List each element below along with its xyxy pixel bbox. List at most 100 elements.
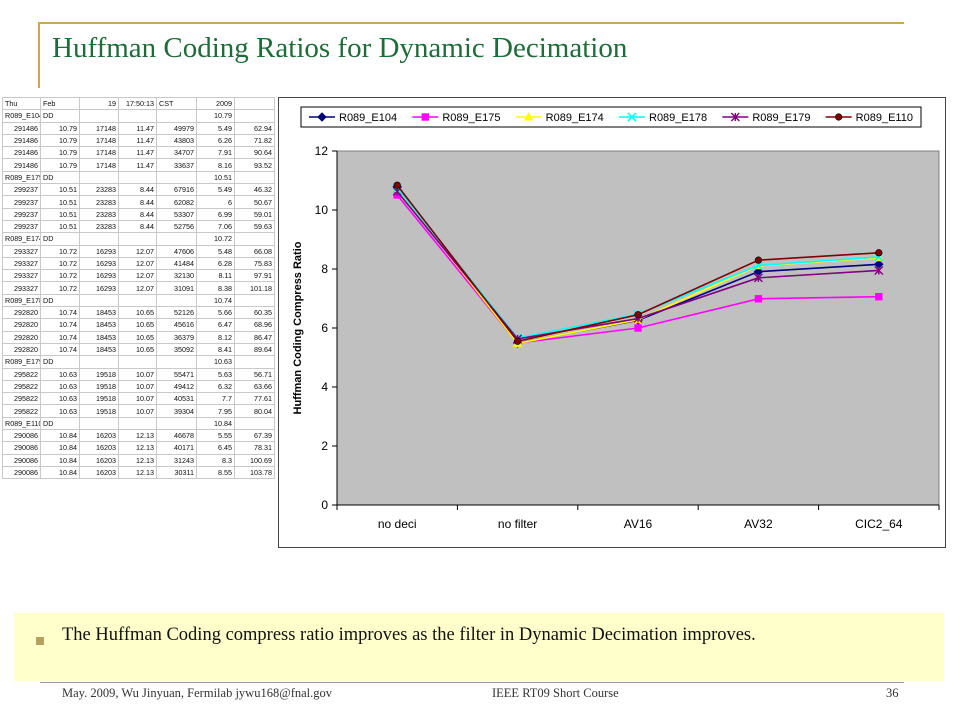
table-cell: Feb	[40, 96, 80, 111]
table-cell: 47606	[156, 244, 197, 258]
table-cell: DD	[40, 355, 80, 369]
table-cell	[118, 170, 157, 185]
table-cell: 103.78	[234, 465, 275, 480]
y-tick-label: 4	[321, 380, 328, 394]
bullet-square-icon	[36, 637, 44, 645]
table-cell: 101.18	[234, 281, 275, 295]
y-tick-label: 10	[315, 203, 329, 217]
table-cell: 32130	[156, 269, 197, 283]
table-cell: 18453	[79, 306, 119, 320]
table-cell: 10.07	[118, 367, 157, 381]
title-rule	[40, 22, 904, 24]
table-cell: 63.66	[234, 379, 275, 394]
table-row: R089_E179 DD 10.63	[2, 355, 275, 369]
table-row: 290086 10.84 16203 12.13 31243 8.3 100.69	[2, 453, 275, 467]
table-cell: 293327	[2, 256, 41, 271]
table-cell: 12.07	[118, 281, 157, 295]
legend-label: R089_E174	[546, 112, 604, 124]
table-row: 299237 10.51 23283 8.44 53307 6.99 59.01	[2, 207, 275, 221]
table-cell: 10.65	[118, 318, 157, 332]
table-cell: 6.99	[196, 207, 235, 221]
table-cell: 10.65	[118, 330, 157, 344]
table-row: 295822 10.63 19518 10.07 39304 7.95 80.04	[2, 404, 275, 418]
y-axis-title: Huffman Coding Compress Ratio	[292, 241, 304, 414]
table-cell: 8.41	[196, 342, 235, 357]
table-row: 293327 10.72 16293 12.07 32130 8.11 97.91	[2, 269, 275, 283]
table-cell	[118, 355, 157, 369]
table-cell: R089_E175	[2, 170, 41, 185]
data-point-R089_E175	[634, 324, 642, 332]
table-cell: 12.07	[118, 269, 157, 283]
table-cell: 299237	[2, 183, 41, 197]
table-cell: 8.3	[196, 453, 235, 467]
table-cell: 290086	[2, 441, 41, 455]
legend-marker	[523, 111, 534, 121]
table-cell	[79, 293, 119, 308]
table-cell: 41484	[156, 256, 197, 271]
table-cell: 40531	[156, 392, 197, 406]
table-cell: 10.79	[40, 158, 80, 172]
table-cell: 8.11	[196, 269, 235, 283]
bullet-text: The Huffman Coding compress ratio improv…	[62, 625, 756, 645]
table-cell: 10.74	[40, 330, 80, 344]
table-cell: 62082	[156, 195, 197, 209]
table-cell: 19518	[79, 367, 119, 381]
table-cell: 5.48	[196, 244, 235, 258]
table-row: 293327 10.72 16293 12.07 41484 6.28 75.83	[2, 256, 275, 271]
table-cell: 10.51	[40, 183, 80, 197]
table-cell: 17148	[79, 133, 119, 148]
table-cell: 10.65	[118, 306, 157, 320]
table-cell: 292820	[2, 318, 41, 332]
legend-marker	[835, 113, 843, 121]
table-cell	[118, 232, 157, 246]
table-cell: CST	[156, 96, 197, 111]
table-cell: 10.63	[40, 367, 80, 381]
table-cell: 5.49	[196, 121, 235, 135]
data-point-R089_E175	[875, 293, 883, 301]
table-cell: 10.51	[40, 195, 80, 209]
table-cell: 293327	[2, 269, 41, 283]
table-cell: 17148	[79, 146, 119, 160]
data-point-R089_E110	[754, 256, 763, 264]
table-row: 295822 10.63 19518 10.07 55471 5.63 56.71	[2, 367, 275, 381]
table-cell: 10.63	[196, 355, 235, 369]
table-cell	[234, 109, 275, 123]
table-row: 292820 10.74 18453 10.65 52126 5.66 60.35	[2, 306, 275, 320]
table-cell	[156, 416, 197, 431]
x-tick-label: AV32	[744, 517, 773, 531]
table-cell: 67916	[156, 183, 197, 197]
table-cell: 10.79	[40, 121, 80, 135]
table-cell: 290086	[2, 453, 41, 467]
table-cell: 35092	[156, 342, 197, 357]
table-cell: 290086	[2, 429, 41, 443]
table-cell: 7.06	[196, 219, 235, 234]
table-cell: R089_E110	[2, 416, 41, 431]
table-cell: 23283	[79, 183, 119, 197]
table-cell: 68.96	[234, 318, 275, 332]
table-cell: 10.74	[196, 293, 235, 308]
table-cell: 10.74	[40, 342, 80, 357]
table-cell: 10.07	[118, 404, 157, 418]
table-cell: 5.63	[196, 367, 235, 381]
legend-label: R089_E175	[442, 112, 500, 124]
table-cell: 53307	[156, 207, 197, 221]
table-cell: 78.31	[234, 441, 275, 455]
table-cell: 23283	[79, 195, 119, 209]
bullet-panel: The Huffman Coding compress ratio improv…	[14, 613, 944, 681]
table-cell: 23283	[79, 219, 119, 234]
table-cell: 56.71	[234, 367, 275, 381]
table-cell: 10.79	[196, 109, 235, 123]
table-cell: 6.32	[196, 379, 235, 394]
table-row: 292820 10.74 18453 10.65 35092 8.41 89.64	[2, 342, 275, 357]
table-cell: 59.01	[234, 207, 275, 221]
table-row: 295822 10.63 19518 10.07 40531 7.7 77.61	[2, 392, 275, 406]
table-cell: 93.52	[234, 158, 275, 172]
x-tick-label: no filter	[498, 517, 537, 531]
table-cell: 7.7	[196, 392, 235, 406]
table-cell: 8.44	[118, 207, 157, 221]
table-cell: 6.26	[196, 133, 235, 148]
table-cell	[156, 109, 197, 123]
table-cell: R089_E178	[2, 293, 41, 308]
table-cell	[234, 170, 275, 185]
table-cell: 89.64	[234, 342, 275, 357]
